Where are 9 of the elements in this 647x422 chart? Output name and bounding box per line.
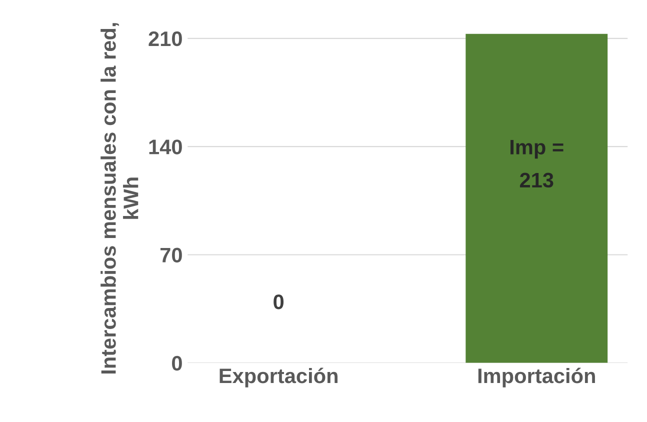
y-tick-label: 210 xyxy=(148,31,182,46)
y-tick-label: 0 xyxy=(172,356,182,371)
data-label: 0 xyxy=(274,294,284,310)
x-tick-label: Importación xyxy=(478,368,595,388)
y-axis-title: Intercambios mensuales con la red, kWh xyxy=(100,23,138,374)
x-tick-label: Exportación xyxy=(220,368,338,388)
y-tick-label: 70 xyxy=(160,248,182,262)
y-tick-label: 140 xyxy=(149,140,182,154)
data-label: Imp = 213 xyxy=(510,140,564,188)
